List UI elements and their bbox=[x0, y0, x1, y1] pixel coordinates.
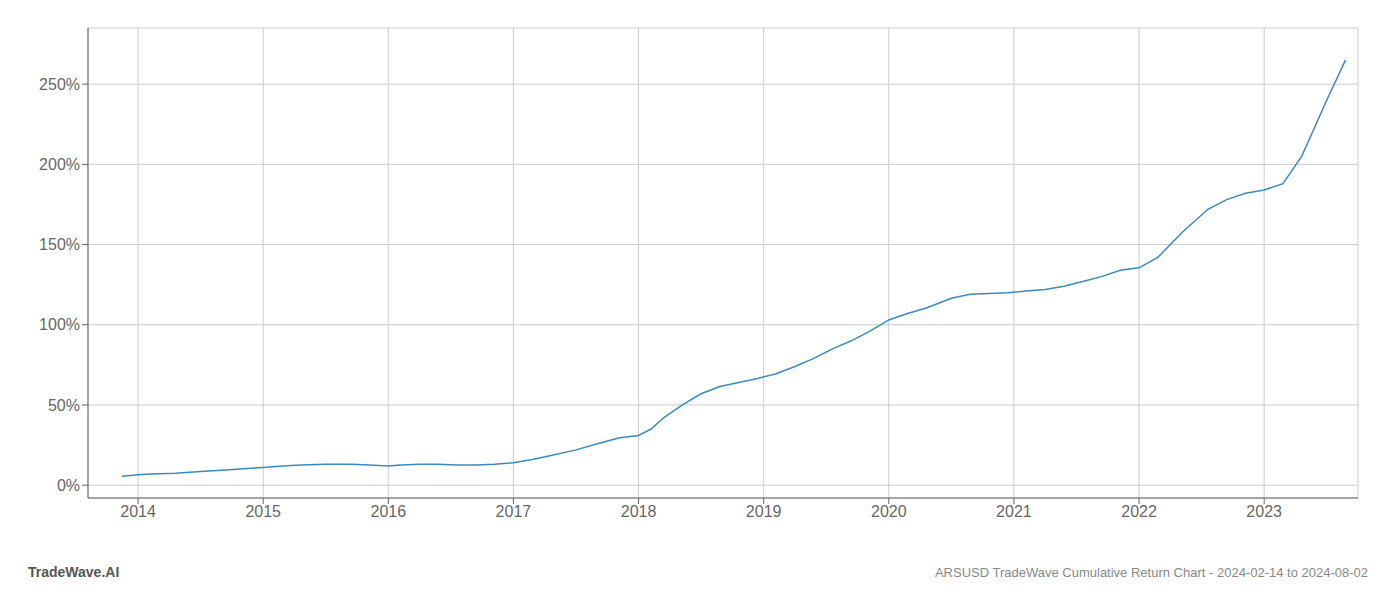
html-text:TradeWave.AI: TradeWave.AI bbox=[28, 564, 120, 580]
svg-text:2018: 2018 bbox=[621, 503, 657, 520]
svg-text:100%: 100% bbox=[39, 316, 80, 333]
svg-text:2022: 2022 bbox=[1121, 503, 1157, 520]
html-text:ARSUSD TradeWave Cumulative Re: ARSUSD TradeWave Cumulative Return Chart… bbox=[934, 565, 1368, 580]
svg-text:2023: 2023 bbox=[1246, 503, 1282, 520]
svg-text:2017: 2017 bbox=[496, 503, 532, 520]
svg-text:2014: 2014 bbox=[120, 503, 156, 520]
svg-text:2021: 2021 bbox=[996, 503, 1032, 520]
svg-text:2020: 2020 bbox=[871, 503, 907, 520]
svg-text:0%: 0% bbox=[57, 477, 80, 494]
svg-text:2015: 2015 bbox=[245, 503, 281, 520]
svg-text:2019: 2019 bbox=[746, 503, 782, 520]
svg-text:2016: 2016 bbox=[370, 503, 406, 520]
svg-text:200%: 200% bbox=[39, 156, 80, 173]
svg-text:150%: 150% bbox=[39, 236, 80, 253]
svg-text:50%: 50% bbox=[48, 397, 80, 414]
svg-text:250%: 250% bbox=[39, 76, 80, 93]
